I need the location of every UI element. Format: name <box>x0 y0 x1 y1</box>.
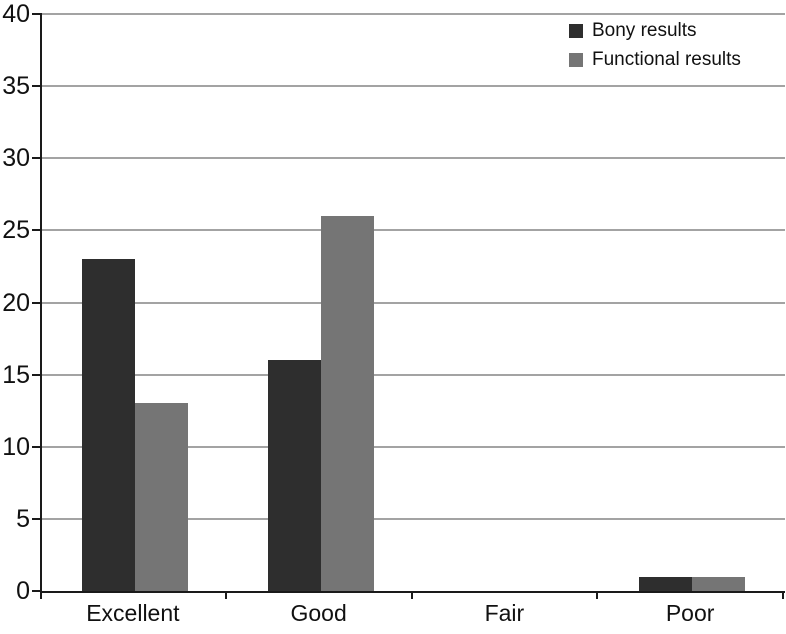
gridline <box>42 373 785 376</box>
gridline <box>42 157 785 160</box>
plot-area <box>40 13 785 593</box>
bar-functional-results-good <box>320 215 374 591</box>
y-tick-mark <box>32 517 42 520</box>
y-tick-mark <box>32 157 42 160</box>
y-tick-label: 20 <box>2 288 30 317</box>
y-tick-label: 10 <box>2 432 30 461</box>
y-tick-label: 25 <box>2 216 30 245</box>
x-tick-mark <box>224 591 227 599</box>
y-tick-mark <box>32 229 42 232</box>
y-tick-label: 40 <box>2 0 30 28</box>
x-tick-mark <box>410 591 413 599</box>
bar-bony-results-good <box>267 360 321 591</box>
y-tick-mark <box>32 13 42 15</box>
y-tick-label: 15 <box>2 360 30 389</box>
legend: Bony results Functional results <box>569 20 741 71</box>
x-tick-label: Excellent <box>86 600 180 626</box>
bar-bony-results-poor <box>639 576 693 591</box>
y-tick-mark <box>32 373 42 376</box>
bar-bony-results-excellent <box>81 259 135 591</box>
legend-item: Bony results <box>569 20 741 42</box>
legend-item: Functional results <box>569 49 741 71</box>
gridline <box>42 229 785 232</box>
gridline <box>42 301 785 304</box>
y-tick-label: 5 <box>16 504 30 533</box>
gridline <box>42 85 785 88</box>
x-tick-label: Fair <box>484 600 525 626</box>
y-tick-mark <box>32 301 42 304</box>
bony-results-swatch-icon <box>569 24 583 38</box>
y-tick-mark <box>32 590 42 592</box>
legend-label: Bony results <box>592 20 697 41</box>
x-tick-mark <box>40 591 42 599</box>
y-tick-mark <box>32 445 42 448</box>
gridline <box>42 13 785 15</box>
x-tick-mark <box>782 591 784 599</box>
bar-functional-results-excellent <box>134 403 188 591</box>
y-tick-label: 35 <box>2 72 30 101</box>
y-tick-mark <box>32 85 42 88</box>
legend-label: Functional results <box>592 49 741 70</box>
y-tick-label: 30 <box>2 144 30 173</box>
y-tick-label: 0 <box>16 577 30 605</box>
x-tick-mark <box>596 591 599 599</box>
bar-functional-results-poor <box>692 576 746 591</box>
x-tick-label: Good <box>290 600 347 626</box>
x-tick-label: Poor <box>665 600 715 626</box>
functional-results-swatch-icon <box>569 53 583 67</box>
